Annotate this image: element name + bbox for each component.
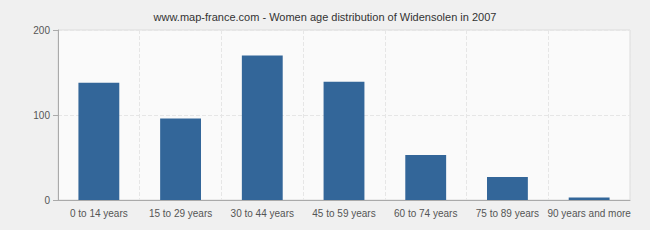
svg-text:www.map-france.com - Women age: www.map-france.com - Women age distribut… [153,11,497,23]
svg-text:0 to 14 years: 0 to 14 years [70,208,128,219]
svg-text:100: 100 [33,110,50,121]
svg-text:75 to 89 years: 75 to 89 years [476,208,539,219]
svg-text:60 to 74 years: 60 to 74 years [394,208,457,219]
svg-text:45 to 59 years: 45 to 59 years [312,208,375,219]
svg-text:90 years and more: 90 years and more [547,208,631,219]
svg-text:30 to 44 years: 30 to 44 years [231,208,294,219]
svg-text:15 to 29 years: 15 to 29 years [149,208,212,219]
svg-text:200: 200 [33,25,50,36]
svg-text:0: 0 [44,195,50,206]
